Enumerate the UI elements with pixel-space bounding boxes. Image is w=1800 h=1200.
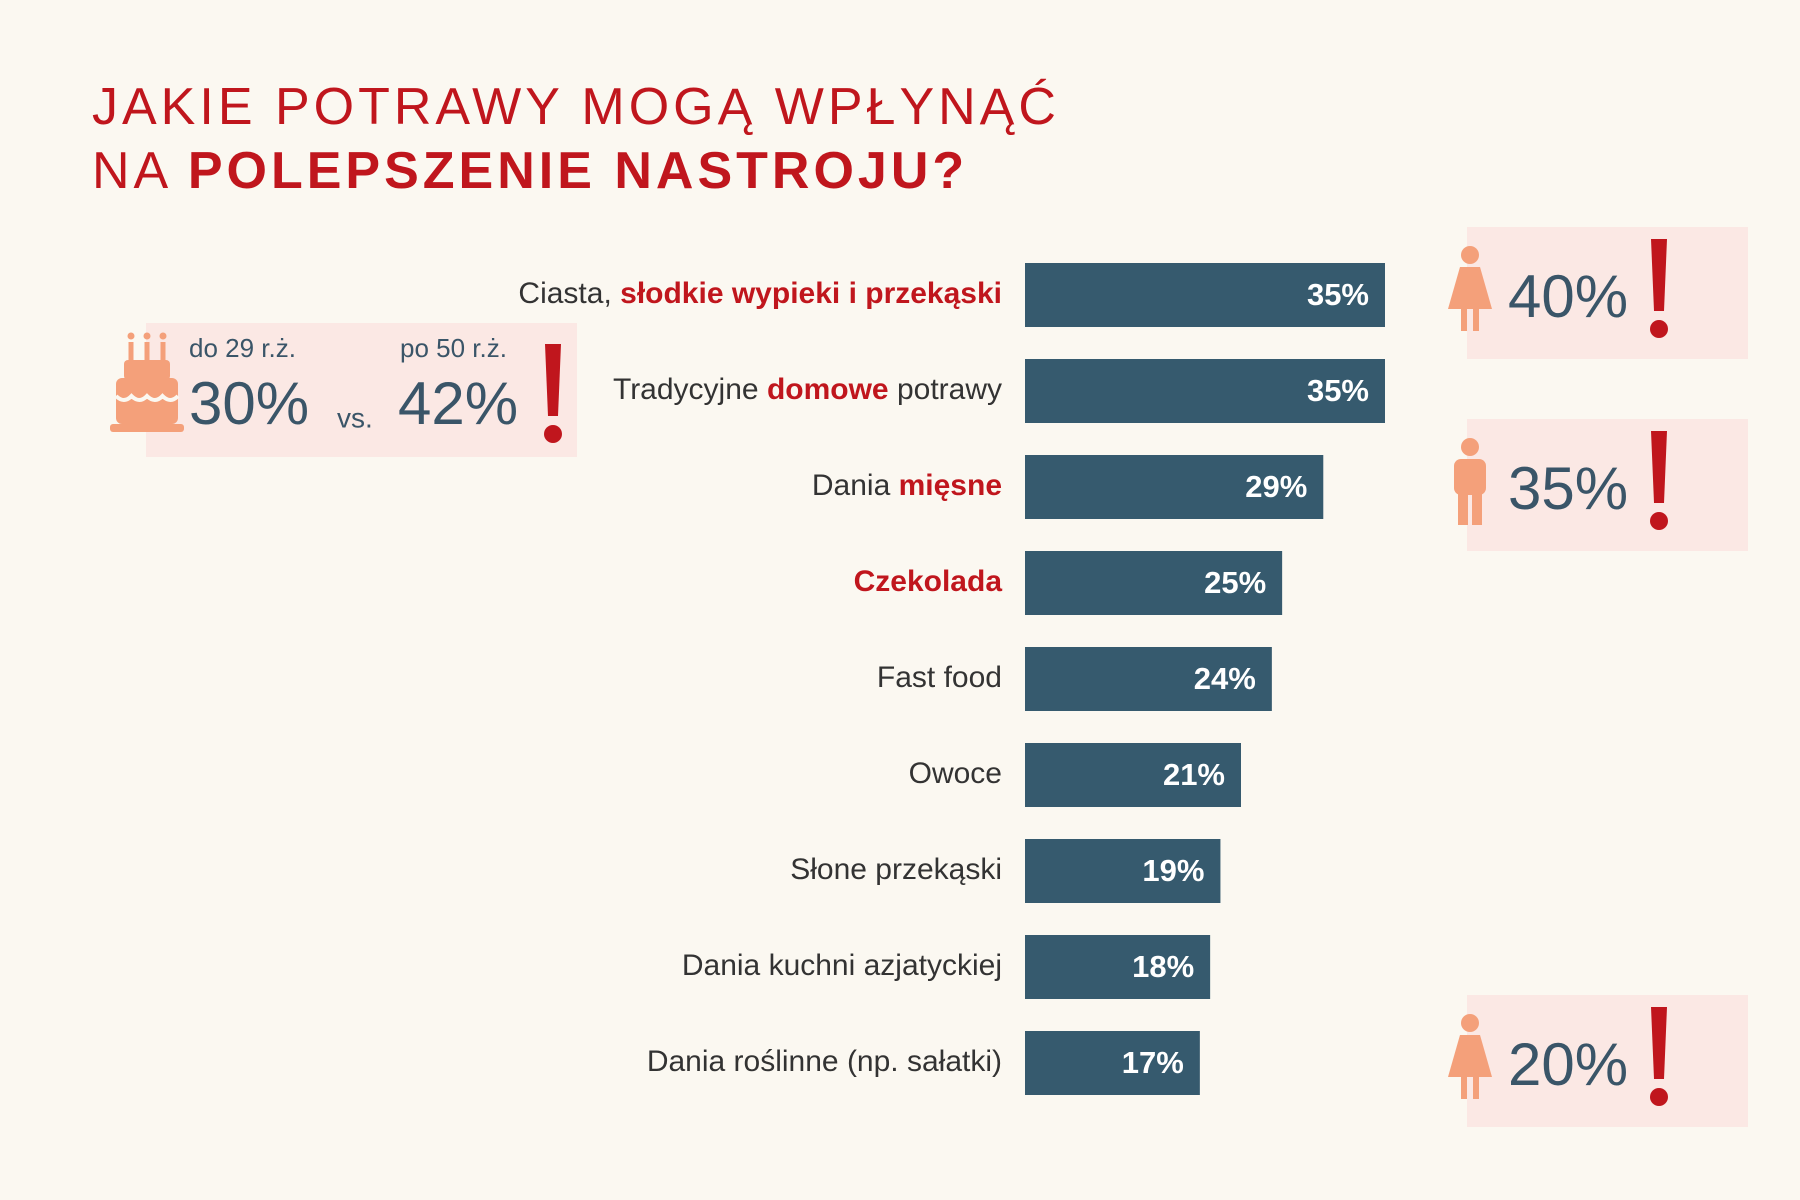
icon-leg xyxy=(1472,491,1482,525)
exclamation-dot xyxy=(1650,512,1668,530)
icon-body xyxy=(1454,459,1486,495)
value-label: 17% xyxy=(1122,1045,1184,1080)
exclamation-dot xyxy=(544,425,562,443)
flame xyxy=(127,332,135,340)
icon-head xyxy=(1461,246,1479,264)
category-label-part: słodkie wypieki i przekąski xyxy=(620,277,1002,310)
candle xyxy=(160,342,166,360)
exclamation-dot xyxy=(1650,320,1668,338)
callout-value: 20% xyxy=(1508,1031,1628,1098)
value-label: 24% xyxy=(1194,661,1256,696)
icon-dress xyxy=(1448,1035,1492,1077)
icon-leg xyxy=(1461,1077,1467,1099)
icon-leg xyxy=(1473,1077,1479,1099)
icon-dress xyxy=(1448,267,1492,309)
cake-top xyxy=(124,360,170,380)
value-label: 35% xyxy=(1307,373,1369,408)
cake-icon xyxy=(110,332,184,432)
icon-head xyxy=(1461,438,1479,456)
value-label: 35% xyxy=(1307,277,1369,312)
category-label-part: potrawy xyxy=(889,373,1002,406)
icon-head xyxy=(1461,1014,1479,1032)
chart-title-part: JAKIE POTRAWY MOGĄ WPŁYNĄĆ xyxy=(92,78,1060,136)
flame xyxy=(143,332,151,340)
category-label: Dania roślinne (np. sałatki) xyxy=(647,1045,1002,1078)
bar xyxy=(1025,743,1241,807)
bar xyxy=(1025,359,1385,423)
category-label-part: Dania roślinne (np. sałatki) xyxy=(647,1045,1002,1078)
category-label: Fast food xyxy=(877,661,1002,694)
value-label: 19% xyxy=(1142,853,1204,888)
category-label-part: Dania kuchni azjatyckiej xyxy=(682,949,1002,982)
exclamation-mark xyxy=(545,344,561,416)
category-label: Słone przekąski xyxy=(790,853,1002,886)
category-label: Czekolada xyxy=(854,565,1003,598)
category-label-part: mięsne xyxy=(899,469,1002,502)
callout-value: 40% xyxy=(1508,263,1628,330)
chart-title-part: POLEPSZENIE NASTROJU? xyxy=(188,142,968,200)
category-label: Tradycyjne domowe potrawy xyxy=(613,373,1002,406)
female-icon xyxy=(1448,246,1492,331)
value-label: 18% xyxy=(1132,949,1194,984)
bar xyxy=(1025,263,1385,327)
age-label: do 29 r.ż. xyxy=(189,333,296,363)
icon-leg xyxy=(1473,309,1479,331)
cake-frosting xyxy=(114,393,180,402)
candle xyxy=(144,342,150,360)
callout-box xyxy=(1467,227,1748,359)
candle xyxy=(128,342,134,360)
male-icon xyxy=(1454,438,1486,525)
value-label: 29% xyxy=(1245,469,1307,504)
exclamation-mark xyxy=(1651,1007,1667,1079)
age-value: 30% xyxy=(189,370,309,437)
icon-leg xyxy=(1458,491,1468,525)
category-label: Dania mięsne xyxy=(812,469,1002,502)
exclamation-dot xyxy=(1650,1088,1668,1106)
callout-value: 35% xyxy=(1508,455,1628,522)
age-label: po 50 r.ż. xyxy=(400,333,507,363)
callout-box xyxy=(1467,419,1748,551)
age-separator: vs. xyxy=(337,402,373,433)
bar xyxy=(1025,935,1211,999)
exclamation-mark xyxy=(1651,431,1667,503)
bar xyxy=(1025,455,1324,519)
chart-title: JAKIE POTRAWY MOGĄ WPŁYNĄĆ xyxy=(92,78,1060,136)
category-label: Owoce xyxy=(909,757,1002,790)
exclamation-mark xyxy=(1651,239,1667,311)
age-box xyxy=(146,323,577,457)
age-value: 42% xyxy=(398,370,518,437)
category-label-part: domowe xyxy=(767,373,889,406)
cake-tier xyxy=(116,378,178,424)
bar xyxy=(1025,551,1283,615)
chart-title: NA POLEPSZENIE NASTROJU? xyxy=(92,142,968,200)
value-label: 21% xyxy=(1163,757,1225,792)
callout-box xyxy=(1467,995,1748,1127)
female-icon xyxy=(1448,1014,1492,1099)
flame xyxy=(159,332,167,340)
category-label-part: Ciasta, xyxy=(518,277,620,310)
cake-plate xyxy=(110,424,184,432)
category-label-part: Tradycyjne xyxy=(613,373,767,406)
category-label: Ciasta, słodkie wypieki i przekąski xyxy=(518,277,1002,310)
category-label-part: Fast food xyxy=(877,661,1002,694)
bar xyxy=(1025,1031,1200,1095)
chart-title-part: NA xyxy=(92,142,188,200)
bar xyxy=(1025,647,1272,711)
bar xyxy=(1025,839,1221,903)
category-label-part: Słone przekąski xyxy=(790,853,1002,886)
category-label-part: Dania xyxy=(812,469,899,502)
value-label: 25% xyxy=(1204,565,1266,600)
category-label-part: Czekolada xyxy=(854,565,1003,598)
icon-leg xyxy=(1461,309,1467,331)
category-label: Dania kuchni azjatyckiej xyxy=(682,949,1002,982)
category-label-part: Owoce xyxy=(909,757,1002,790)
